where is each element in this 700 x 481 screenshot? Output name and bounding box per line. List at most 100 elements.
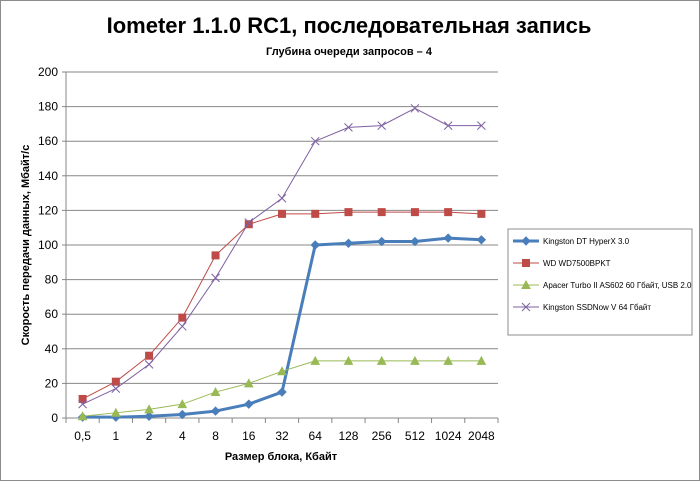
series-layer xyxy=(77,103,487,422)
data-point xyxy=(145,351,154,360)
data-point xyxy=(443,233,453,243)
x-tick-labels: 0,5 1 2 4 8 16 32 64 128 256 512 1024 2048 xyxy=(74,429,495,443)
data-point xyxy=(178,313,187,322)
marker-stroke xyxy=(277,193,287,203)
data-point xyxy=(410,355,420,365)
data-point xyxy=(210,406,221,416)
legend-label: Apacer Turbo II AS602 60 Гбайт, USB 2.0 xyxy=(543,281,692,290)
data-point xyxy=(344,123,353,132)
data-point xyxy=(443,121,453,130)
data-point xyxy=(310,240,320,250)
series-4 xyxy=(78,103,486,409)
marker-stroke xyxy=(477,121,486,130)
legend-marker xyxy=(521,302,531,312)
y-tick-label: 160 xyxy=(38,134,58,148)
data-point xyxy=(77,411,88,421)
x-tick-label: 512 xyxy=(405,429,425,443)
x-tick-label: 256 xyxy=(372,429,392,443)
y-tick-label: 120 xyxy=(38,203,58,217)
y-tick-label: 200 xyxy=(38,65,58,79)
y-tick-label: 20 xyxy=(45,376,59,390)
legend-label: Kingston SSDNow V 64 Гбайт xyxy=(543,303,651,312)
data-point xyxy=(477,209,486,218)
data-point xyxy=(443,355,453,365)
legend-box xyxy=(507,228,693,336)
data-point xyxy=(211,273,220,283)
x-tick-label: 4 xyxy=(179,429,186,443)
chart-subtitle: Глубина очереди запросов – 4 xyxy=(266,46,433,58)
data-point xyxy=(310,136,320,146)
data-point xyxy=(144,411,154,421)
x-axis-title: Размер блока, Кбайт xyxy=(225,451,338,463)
marker-stroke xyxy=(443,121,453,130)
data-point xyxy=(277,193,287,203)
data-point xyxy=(177,409,188,420)
data-point xyxy=(177,399,188,409)
marker-stroke xyxy=(310,136,320,146)
data-point xyxy=(244,218,254,227)
data-point xyxy=(243,378,254,388)
data-point xyxy=(177,321,187,331)
gridlines xyxy=(66,71,498,384)
y-tick-label: 140 xyxy=(38,169,58,183)
marker-stroke xyxy=(244,218,254,227)
y-tick-label: 40 xyxy=(45,342,59,356)
data-point xyxy=(410,103,420,113)
data-point xyxy=(244,399,254,409)
legend-label: Kingston DT HyperX 3.0 xyxy=(543,237,630,246)
legend-label: WD WD7500BPKT xyxy=(543,259,611,268)
y-tick-label: 0 xyxy=(51,411,58,425)
legend-marker xyxy=(522,259,530,267)
y-tick-label: 100 xyxy=(38,238,58,252)
x-tick-label: 2 xyxy=(146,429,153,443)
series-line xyxy=(82,107,482,405)
data-point xyxy=(410,236,420,247)
y-tick-label: 60 xyxy=(45,307,59,321)
data-point xyxy=(410,208,419,217)
y-axis-title: Скорость передачи данных, Мбайт/с xyxy=(20,145,32,346)
data-point xyxy=(144,360,154,369)
x-tick-label: 1024 xyxy=(435,429,462,443)
legend: Kingston DT HyperX 3.0 WD WD7500BPKT Apace… xyxy=(507,228,693,336)
data-point xyxy=(310,355,321,365)
x-tick-label: 32 xyxy=(275,429,289,443)
legend-marker xyxy=(521,279,531,289)
data-point xyxy=(78,394,87,403)
marker-stroke xyxy=(211,273,220,283)
y-tick-labels: 0 20 40 60 80 100 120 140 160 180 200 xyxy=(38,65,58,425)
data-point xyxy=(444,208,453,217)
data-point xyxy=(376,236,387,247)
data-point xyxy=(211,251,220,260)
data-point xyxy=(78,399,87,409)
data-point xyxy=(377,121,387,130)
x-tick-label: 128 xyxy=(338,429,358,443)
data-point xyxy=(144,404,154,414)
data-point xyxy=(476,235,487,245)
series-3 xyxy=(77,355,487,421)
data-point xyxy=(476,355,487,365)
data-point xyxy=(344,208,353,217)
marker-stroke xyxy=(111,384,121,393)
marker-stroke xyxy=(177,321,187,331)
marker-stroke xyxy=(78,399,87,409)
data-point xyxy=(210,386,221,397)
data-point xyxy=(343,355,354,365)
data-point xyxy=(277,366,287,376)
series-1 xyxy=(77,233,487,422)
data-point xyxy=(278,209,286,218)
data-point xyxy=(244,220,253,229)
x-tick-label: 64 xyxy=(309,429,323,443)
data-point xyxy=(376,355,387,365)
x-tick-label: 2048 xyxy=(468,429,495,443)
marker-stroke xyxy=(410,103,420,113)
data-point xyxy=(111,377,120,386)
data-point xyxy=(111,384,121,393)
marker-stroke xyxy=(144,360,154,369)
marker-stroke xyxy=(377,121,387,130)
marker-stroke xyxy=(521,302,531,312)
data-point xyxy=(277,387,287,397)
y-tick-label: 180 xyxy=(38,100,58,114)
data-point xyxy=(377,208,386,217)
x-tick-label: 0,5 xyxy=(74,429,91,443)
